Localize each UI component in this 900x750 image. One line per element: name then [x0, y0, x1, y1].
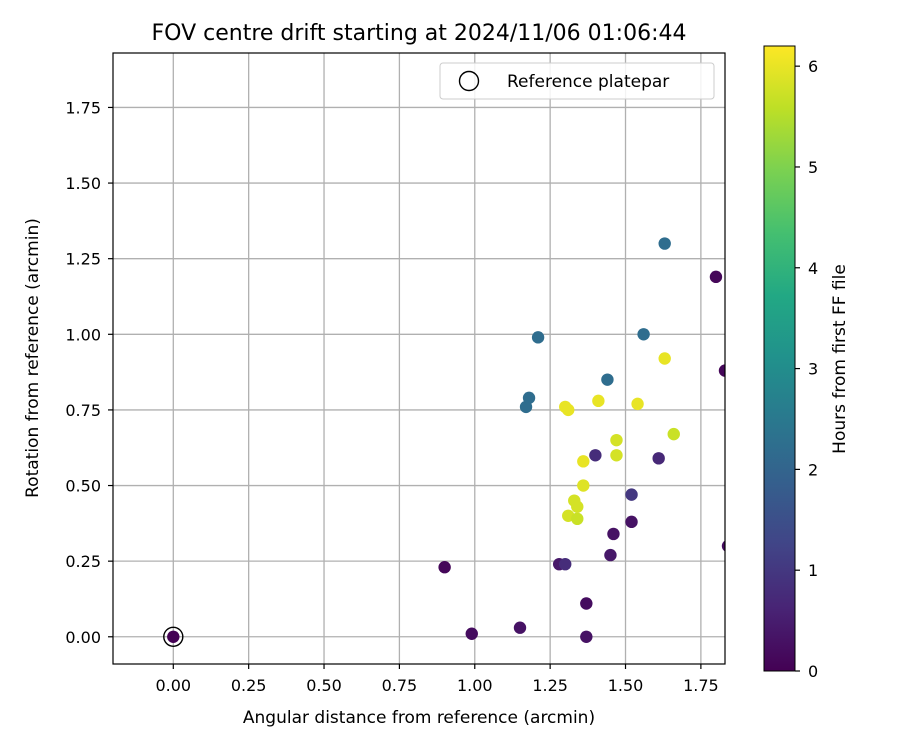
scatter-point — [637, 328, 650, 341]
y-axis-label: Rotation from reference (arcmin) — [23, 218, 43, 498]
colorbar-tick-label: 5 — [808, 158, 818, 177]
y-tick-label: 1.75 — [65, 98, 101, 117]
x-tick-label: 0.75 — [382, 676, 418, 695]
y-tick-label: 0.75 — [65, 401, 101, 420]
scatter-point — [625, 488, 638, 501]
scatter-point — [438, 561, 451, 574]
y-tick-label: 0.00 — [65, 628, 101, 647]
x-axis-ticks: 0.00 0.25 0.50 0.75 1.00 1.25 1.50 1.75 — [155, 664, 719, 695]
scatter-point — [721, 540, 725, 552]
x-axis-label: Angular distance from reference (arcmin) — [243, 708, 595, 728]
x-tick-label: 0.50 — [306, 676, 342, 695]
scatter-point — [610, 449, 623, 462]
scatter-point — [709, 270, 723, 284]
scatter-point — [667, 427, 680, 441]
scatter-point — [580, 597, 593, 610]
scatter-point — [577, 455, 590, 468]
legend-open-circle-icon — [458, 70, 480, 92]
x-tick-label: 0.00 — [155, 676, 191, 695]
scatter-point — [562, 403, 575, 417]
scatter-point — [577, 479, 590, 492]
scatter-point — [718, 364, 725, 377]
y-tick-label: 1.25 — [65, 250, 101, 269]
scatter-point — [513, 621, 527, 634]
colorbar-tick-label: 6 — [808, 57, 818, 76]
reference-platepar-marker — [163, 626, 184, 647]
scatter-point — [607, 527, 620, 541]
x-tick-label: 1.75 — [683, 676, 719, 695]
colorbar: 0 1 2 3 4 5 6 Hours from first FF file — [763, 45, 850, 681]
reference-marker — [163, 626, 184, 647]
y-tick-label: 0.25 — [65, 552, 101, 571]
scatter-point — [604, 548, 617, 562]
scatter-point — [589, 449, 602, 462]
scatter-point — [652, 452, 665, 465]
x-tick-label: 1.50 — [608, 676, 644, 695]
scatter-point — [610, 433, 623, 447]
scatter-point — [465, 627, 478, 640]
scatter-point — [625, 515, 638, 529]
x-tick-label: 1.25 — [532, 676, 568, 695]
scatter-point — [559, 557, 572, 571]
colorbar-label: Hours from first FF file — [830, 264, 850, 454]
scatter-point — [571, 500, 584, 513]
scatter-point — [601, 373, 614, 386]
scatter-point — [522, 391, 536, 405]
scatter-point — [531, 331, 545, 344]
data-points — [167, 237, 725, 643]
colorbar-tick-label: 4 — [808, 259, 818, 278]
scatter-point — [592, 394, 605, 408]
colorbar-tick-label: 3 — [808, 360, 818, 379]
scatter-point — [167, 630, 180, 643]
scatter-point — [571, 512, 584, 526]
colorbar-tick-label: 0 — [808, 662, 818, 681]
x-tick-label: 1.00 — [457, 676, 493, 695]
y-axis-ticks: 0.00 0.25 0.50 0.75 1.00 1.25 1.50 1.75 — [65, 98, 113, 647]
grid — [113, 53, 725, 664]
y-tick-label: 0.50 — [65, 477, 101, 496]
colorbar-gradient — [763, 45, 796, 672]
colorbar-ticks: 0 1 2 3 4 5 6 — [795, 57, 818, 681]
scatter-point — [631, 397, 644, 411]
colorbar-tick-label: 1 — [808, 561, 818, 580]
chart-title: FOV centre drift starting at 2024/11/06 … — [152, 21, 687, 46]
scatter-point — [658, 352, 671, 365]
scatter-point — [580, 630, 593, 643]
legend: Reference platepar — [439, 62, 715, 100]
y-tick-label: 1.00 — [65, 325, 101, 344]
plot-frame — [112, 52, 726, 665]
colorbar-tick-label: 2 — [808, 460, 818, 479]
x-tick-label: 0.25 — [231, 676, 267, 695]
legend-entry-label: Reference platepar — [507, 72, 669, 92]
y-tick-label: 1.50 — [65, 174, 101, 193]
legend-box — [439, 62, 715, 100]
scatter-point — [658, 237, 671, 250]
